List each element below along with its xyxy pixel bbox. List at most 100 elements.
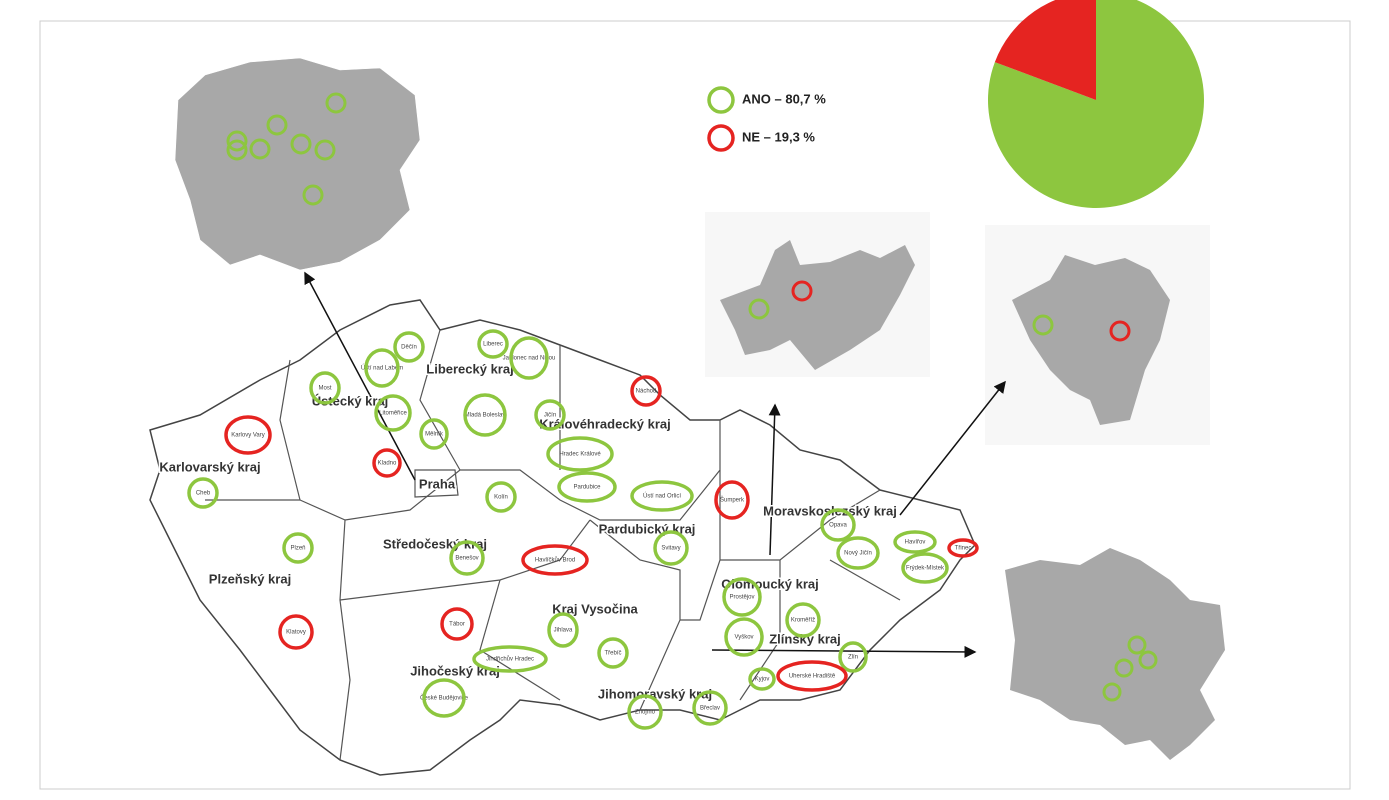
city-marker xyxy=(630,375,662,407)
region-label: Liberecký kraj xyxy=(426,361,513,376)
city-marker xyxy=(653,530,689,566)
region-label: Středočeský kraj xyxy=(383,536,487,551)
city-marker xyxy=(477,329,509,359)
inset-markers xyxy=(226,92,1158,702)
city-marker xyxy=(374,394,412,432)
city-label: Tábor xyxy=(449,622,465,628)
region-label: Královéhradecký kraj xyxy=(539,416,671,431)
city-marker xyxy=(463,393,507,437)
region-label: Ústecký kraj xyxy=(312,393,389,408)
city-marker xyxy=(534,399,566,431)
city-label: Kolín xyxy=(494,495,508,501)
city-label: Nový Jičín xyxy=(844,551,872,557)
city-label: Ústí nad Labem xyxy=(361,365,403,372)
city-label: Jičín xyxy=(544,413,556,419)
city-label: Ústí nad Orlicí xyxy=(643,493,681,500)
city-label: Zlín xyxy=(848,655,858,661)
inset-brno xyxy=(1005,548,1225,760)
region-label: Jihomoravský kraj xyxy=(598,686,712,701)
city-marker xyxy=(557,471,617,503)
city-marker xyxy=(836,536,880,570)
city-marker xyxy=(901,552,949,584)
city-marker xyxy=(419,418,449,450)
city-marker xyxy=(364,348,400,388)
city-label: Opava xyxy=(829,523,847,529)
inset-olomouc xyxy=(720,240,915,370)
region-label: Praha xyxy=(419,476,456,491)
legend-label: NE – 19,3 % xyxy=(742,129,815,144)
city-label: Mělník xyxy=(425,432,444,438)
city-marker xyxy=(422,678,466,718)
map-layer: Liberecký kraj Ústecký kraj Královéhradeck… xyxy=(158,329,979,730)
inset-praha xyxy=(174,57,421,271)
city-marker xyxy=(393,331,425,363)
city-marker xyxy=(282,532,314,564)
city-marker xyxy=(692,690,728,726)
city-label: Děčín xyxy=(401,345,417,351)
city-label: Břeclav xyxy=(700,706,720,712)
region-label: Kraj Vysočina xyxy=(552,601,638,616)
legend-swatch xyxy=(707,124,735,152)
city-marker xyxy=(449,540,485,576)
city-label: Litoměřice xyxy=(379,411,407,417)
city-label: Kroměříž xyxy=(791,618,815,624)
city-label: Hradec Králové xyxy=(559,452,601,458)
city-label: Šumperk xyxy=(720,497,745,504)
city-marker xyxy=(278,614,314,650)
city-marker xyxy=(485,481,517,513)
region-label: Plzeňský kraj xyxy=(209,571,291,586)
region-label: Karlovarský kraj xyxy=(159,459,260,474)
region-label: Zlínský kraj xyxy=(769,631,841,646)
city-marker xyxy=(785,602,821,638)
legend-label: ANO – 80,7 % xyxy=(742,91,826,106)
city-label: Havířov xyxy=(905,540,926,546)
pie-slice xyxy=(988,0,1204,208)
city-label: České Budějovice xyxy=(420,695,469,702)
city-label: Třinec xyxy=(955,546,972,552)
city-marker xyxy=(722,577,762,617)
legend-swatch xyxy=(707,86,735,114)
region-label: Jihočeský kraj xyxy=(410,663,500,678)
city-label: Kladno xyxy=(378,461,397,467)
city-label: Havlíčkův Brod xyxy=(535,557,575,564)
city-marker xyxy=(187,477,219,509)
city-label: Jihlava xyxy=(554,628,573,634)
city-label: Vyškov xyxy=(734,635,753,641)
city-label: Frýdek-Místek xyxy=(906,566,945,572)
city-marker xyxy=(224,415,272,455)
city-marker xyxy=(627,694,663,730)
city-marker xyxy=(820,508,856,542)
city-marker xyxy=(714,480,750,520)
city-marker xyxy=(597,637,629,669)
city-label: Mladá Boleslav xyxy=(465,413,506,419)
city-marker xyxy=(776,660,848,692)
city-marker xyxy=(509,336,549,380)
city-marker xyxy=(440,607,474,641)
city-marker xyxy=(838,641,868,673)
city-label: Most xyxy=(318,386,331,392)
city-label: Klatovy xyxy=(286,630,306,636)
city-label: Znojmo xyxy=(635,710,656,716)
city-marker xyxy=(724,617,764,657)
city-label: Náchod xyxy=(636,389,657,395)
city-label: Uherské Hradiště xyxy=(789,674,836,680)
pie-slice xyxy=(994,0,1096,100)
inset-ostrava xyxy=(1012,255,1170,425)
city-label: Jablonec nad Nisou xyxy=(503,356,556,362)
city-label: Pardubice xyxy=(573,485,601,491)
city-marker xyxy=(893,530,937,554)
city-label: Prostějov xyxy=(729,595,754,601)
city-label: Benešov xyxy=(455,556,478,562)
city-marker xyxy=(630,480,694,512)
city-label: Kyjov xyxy=(755,677,770,683)
city-marker xyxy=(309,371,341,405)
city-marker xyxy=(521,544,589,576)
city-label: Svitavy xyxy=(661,546,680,552)
city-marker xyxy=(472,645,548,673)
city-label: Třebíč xyxy=(604,651,621,657)
city-marker xyxy=(748,667,776,691)
city-marker xyxy=(947,538,979,558)
city-marker xyxy=(546,436,614,472)
city-label: Plzeň xyxy=(290,546,305,552)
